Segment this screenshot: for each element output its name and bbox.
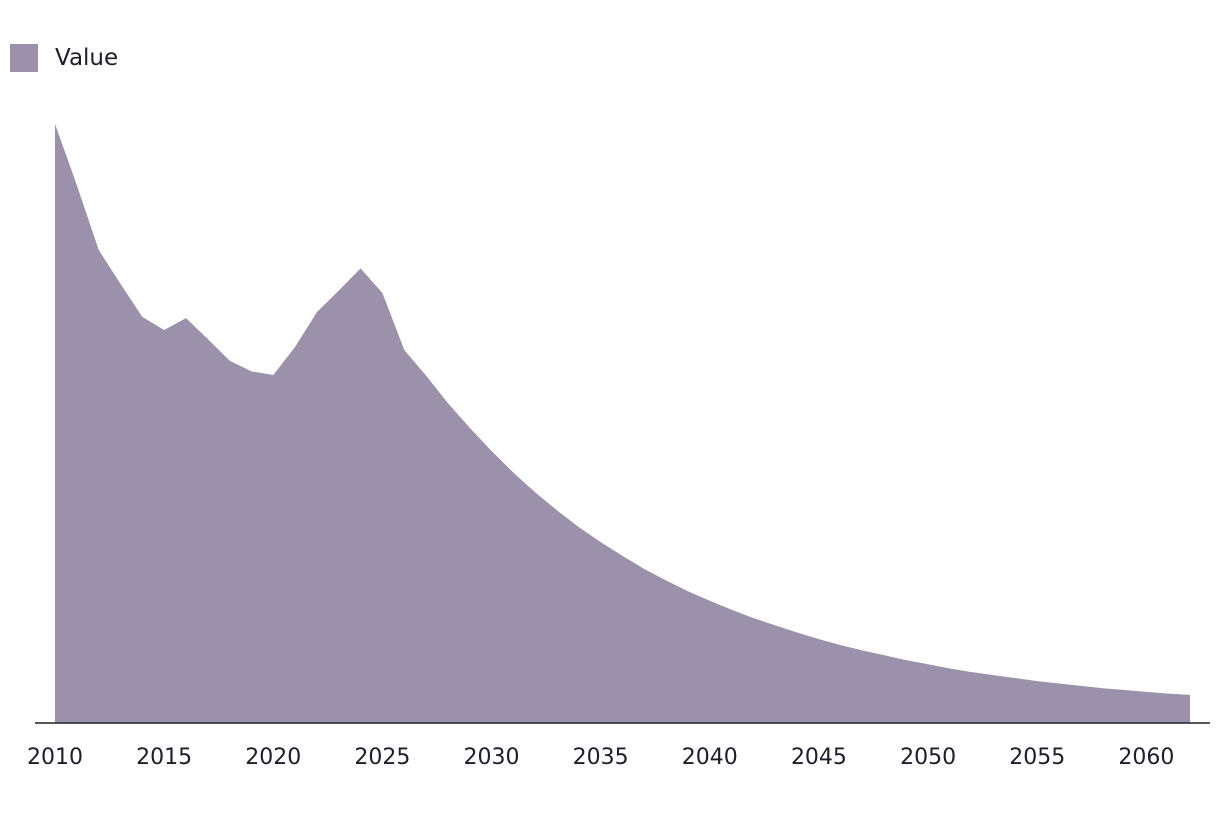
legend-swatch (10, 44, 38, 72)
x-tick-label: 2055 (1009, 745, 1065, 770)
x-tick-label: 2010 (27, 745, 83, 770)
x-tick-label: 2040 (682, 745, 738, 770)
x-tick-label: 2045 (791, 745, 847, 770)
x-axis-ticks: 2010 2015 2020 2025 2030 2035 2040 2045 2050 2055… (27, 745, 1174, 770)
x-tick-label: 2015 (136, 745, 192, 770)
series-layer (55, 124, 1190, 723)
x-tick-label: 2025 (354, 745, 410, 770)
series-area-0 (55, 124, 1190, 723)
legend-label: Value (55, 45, 119, 71)
x-tick-label: 2060 (1118, 745, 1174, 770)
x-tick-label: 2030 (464, 745, 520, 770)
watermark: GlobalData (473, 385, 748, 436)
legend: Value (10, 44, 118, 72)
x-tick-label: 2020 (245, 745, 301, 770)
x-tick-label: 2050 (900, 745, 956, 770)
x-tick-label: 2035 (573, 745, 629, 770)
